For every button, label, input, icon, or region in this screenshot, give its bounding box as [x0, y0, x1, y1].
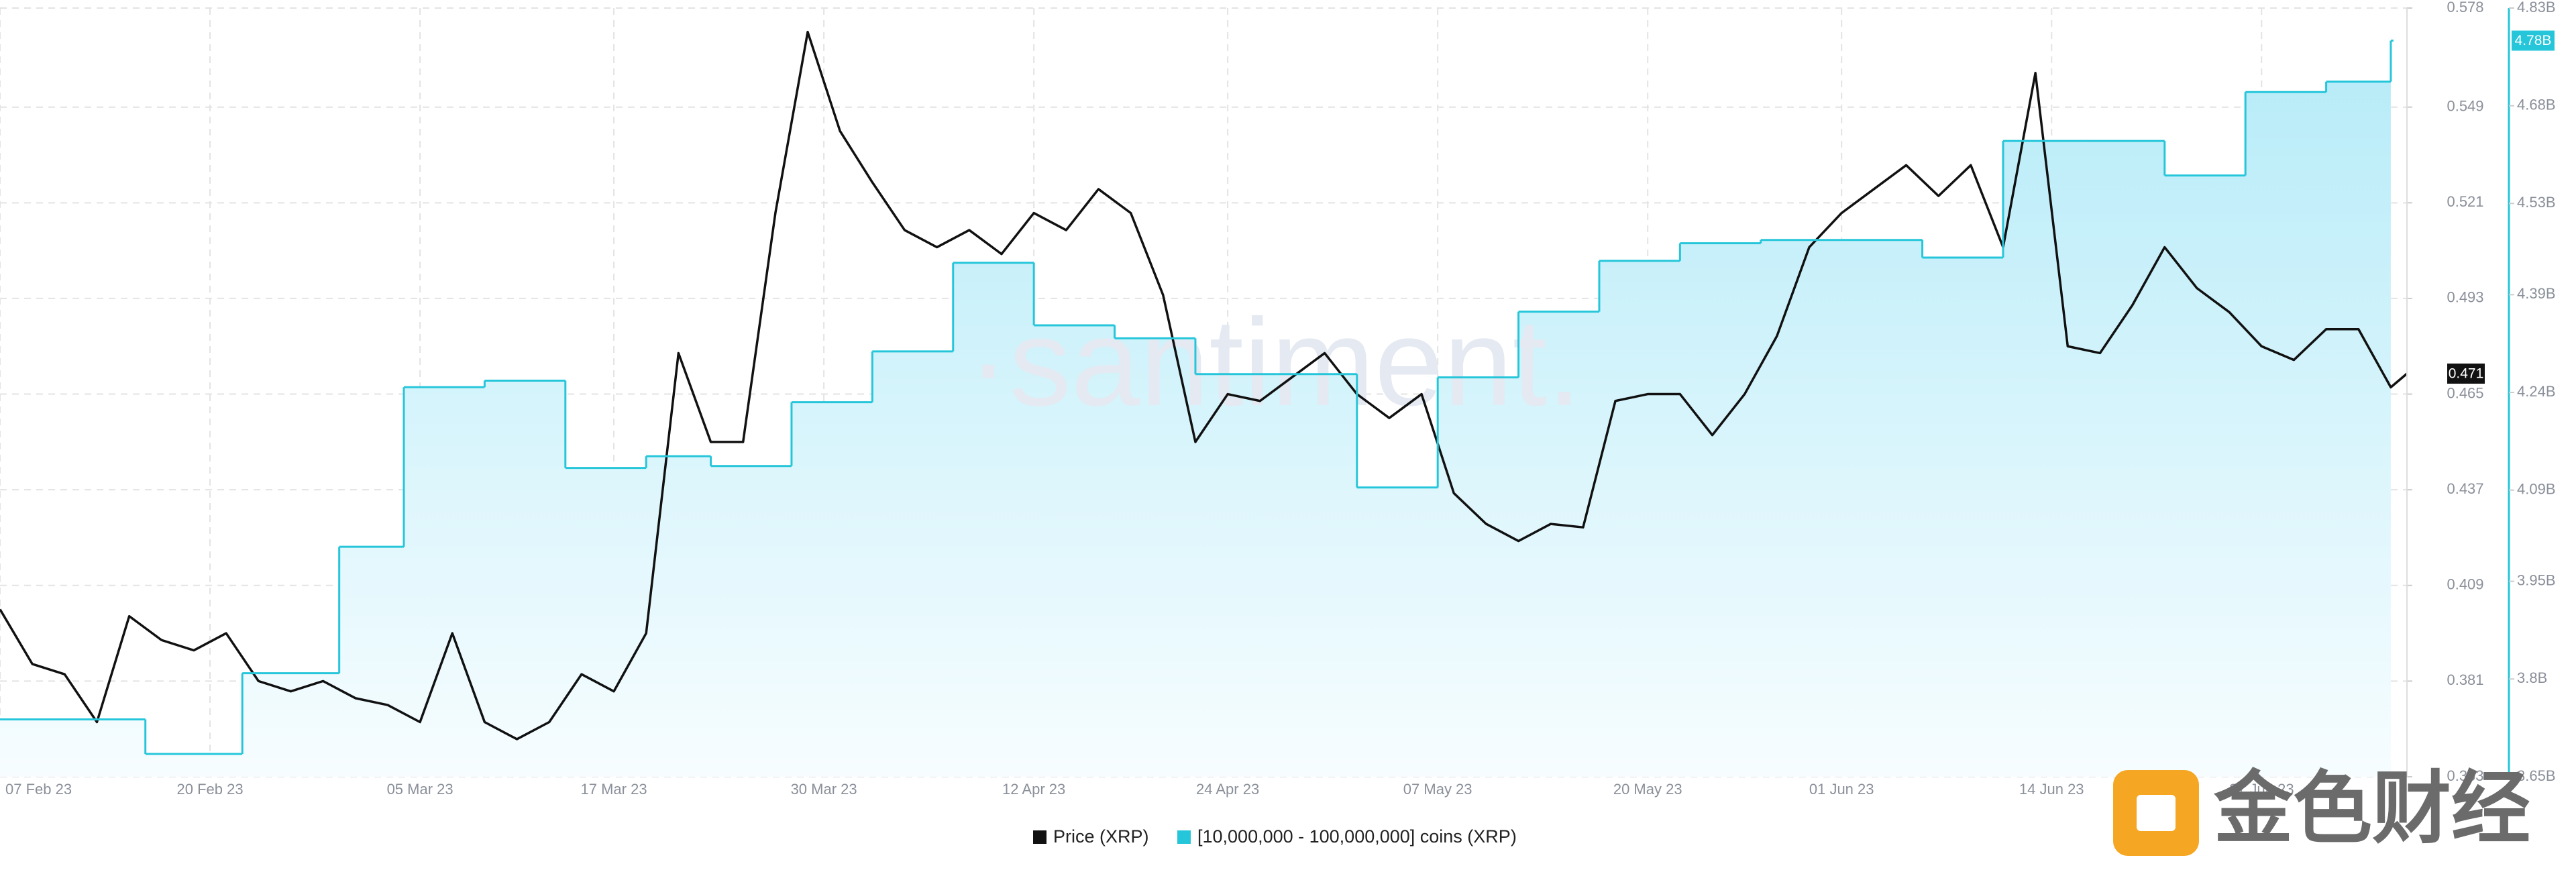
- x-tick-label: 01 Jun 23: [1809, 781, 1874, 798]
- x-tick-label: 30 Mar 23: [791, 781, 857, 798]
- legend-swatch: [1177, 830, 1191, 844]
- x-tick-label: 20 Feb 23: [177, 781, 244, 798]
- last-value-badge: [2447, 363, 2485, 384]
- y2-tick-label: 3.95B: [2517, 571, 2556, 588]
- x-tick-label: 07 May 23: [1403, 781, 1472, 798]
- last-value-label: 4.78B: [2515, 33, 2552, 48]
- area-layer: [0, 40, 2391, 777]
- x-tick-label: 05 Mar 23: [387, 781, 453, 798]
- legend-swatch: [1033, 830, 1046, 844]
- y2-tick-label: 4.83B: [2517, 0, 2556, 15]
- x-tick-label: 20 May 23: [1613, 781, 1682, 798]
- y-tick-label: 0.549: [2447, 98, 2483, 115]
- y-tick-label: 0.437: [2447, 480, 2483, 497]
- y-tick-label: 0.409: [2447, 576, 2483, 593]
- area-fill: [0, 40, 2391, 777]
- y2-tick-label: 4.68B: [2517, 96, 2556, 113]
- x-tick-label: 12 Apr 23: [1002, 781, 1065, 798]
- x-tick-label: 24 Apr 23: [1196, 781, 1259, 798]
- axes: 07 Feb 23 20 Feb 23 05 Mar 23 17 Mar 23 30 M…: [5, 0, 2556, 798]
- marks: [0, 30, 2408, 755]
- watermark: ·santiment.: [967, 294, 1581, 432]
- legend-label: Price (XRP): [1053, 826, 1149, 847]
- legend-label: [10,000,000 - 100,000,000] coins (XRP): [1197, 826, 1517, 847]
- logo-text: 金色财经: [2213, 765, 2530, 853]
- last-value-badge: [2512, 30, 2555, 51]
- y-tick-label: 0.381: [2447, 671, 2483, 688]
- y2-tick-label: 3.65B: [2517, 767, 2556, 784]
- legend: Price (XRP) [10,000,000 - 100,000,000] co…: [1033, 826, 1517, 847]
- x-tick-label: 17 Mar 23: [581, 781, 647, 798]
- source-logo: 金色财经: [2113, 765, 2530, 856]
- y2-tick-label: 4.53B: [2517, 194, 2556, 211]
- price-line: [0, 30, 2408, 741]
- x-tick-label: 27 Jun 23: [2229, 781, 2294, 798]
- y-tick-label: 0.578: [2447, 0, 2483, 15]
- x-tick-label: 07 Feb 23: [5, 781, 72, 798]
- y2-tick-label: 4.24B: [2517, 383, 2556, 400]
- y2-tick-label: 4.39B: [2517, 285, 2556, 302]
- y2-tick-label: 4.09B: [2517, 480, 2556, 497]
- x-tick-label: 14 Jun 23: [2019, 781, 2084, 798]
- last-value-label: 0.471: [2449, 366, 2484, 382]
- y2-tick-label: 3.8B: [2517, 669, 2547, 686]
- logo-icon-inner: [2137, 795, 2176, 831]
- y-tick-label: 0.353: [2447, 767, 2483, 784]
- y-tick-label: 0.521: [2447, 193, 2483, 210]
- y-tick-label: 0.465: [2447, 384, 2483, 401]
- y-tick-label: 0.493: [2447, 289, 2483, 306]
